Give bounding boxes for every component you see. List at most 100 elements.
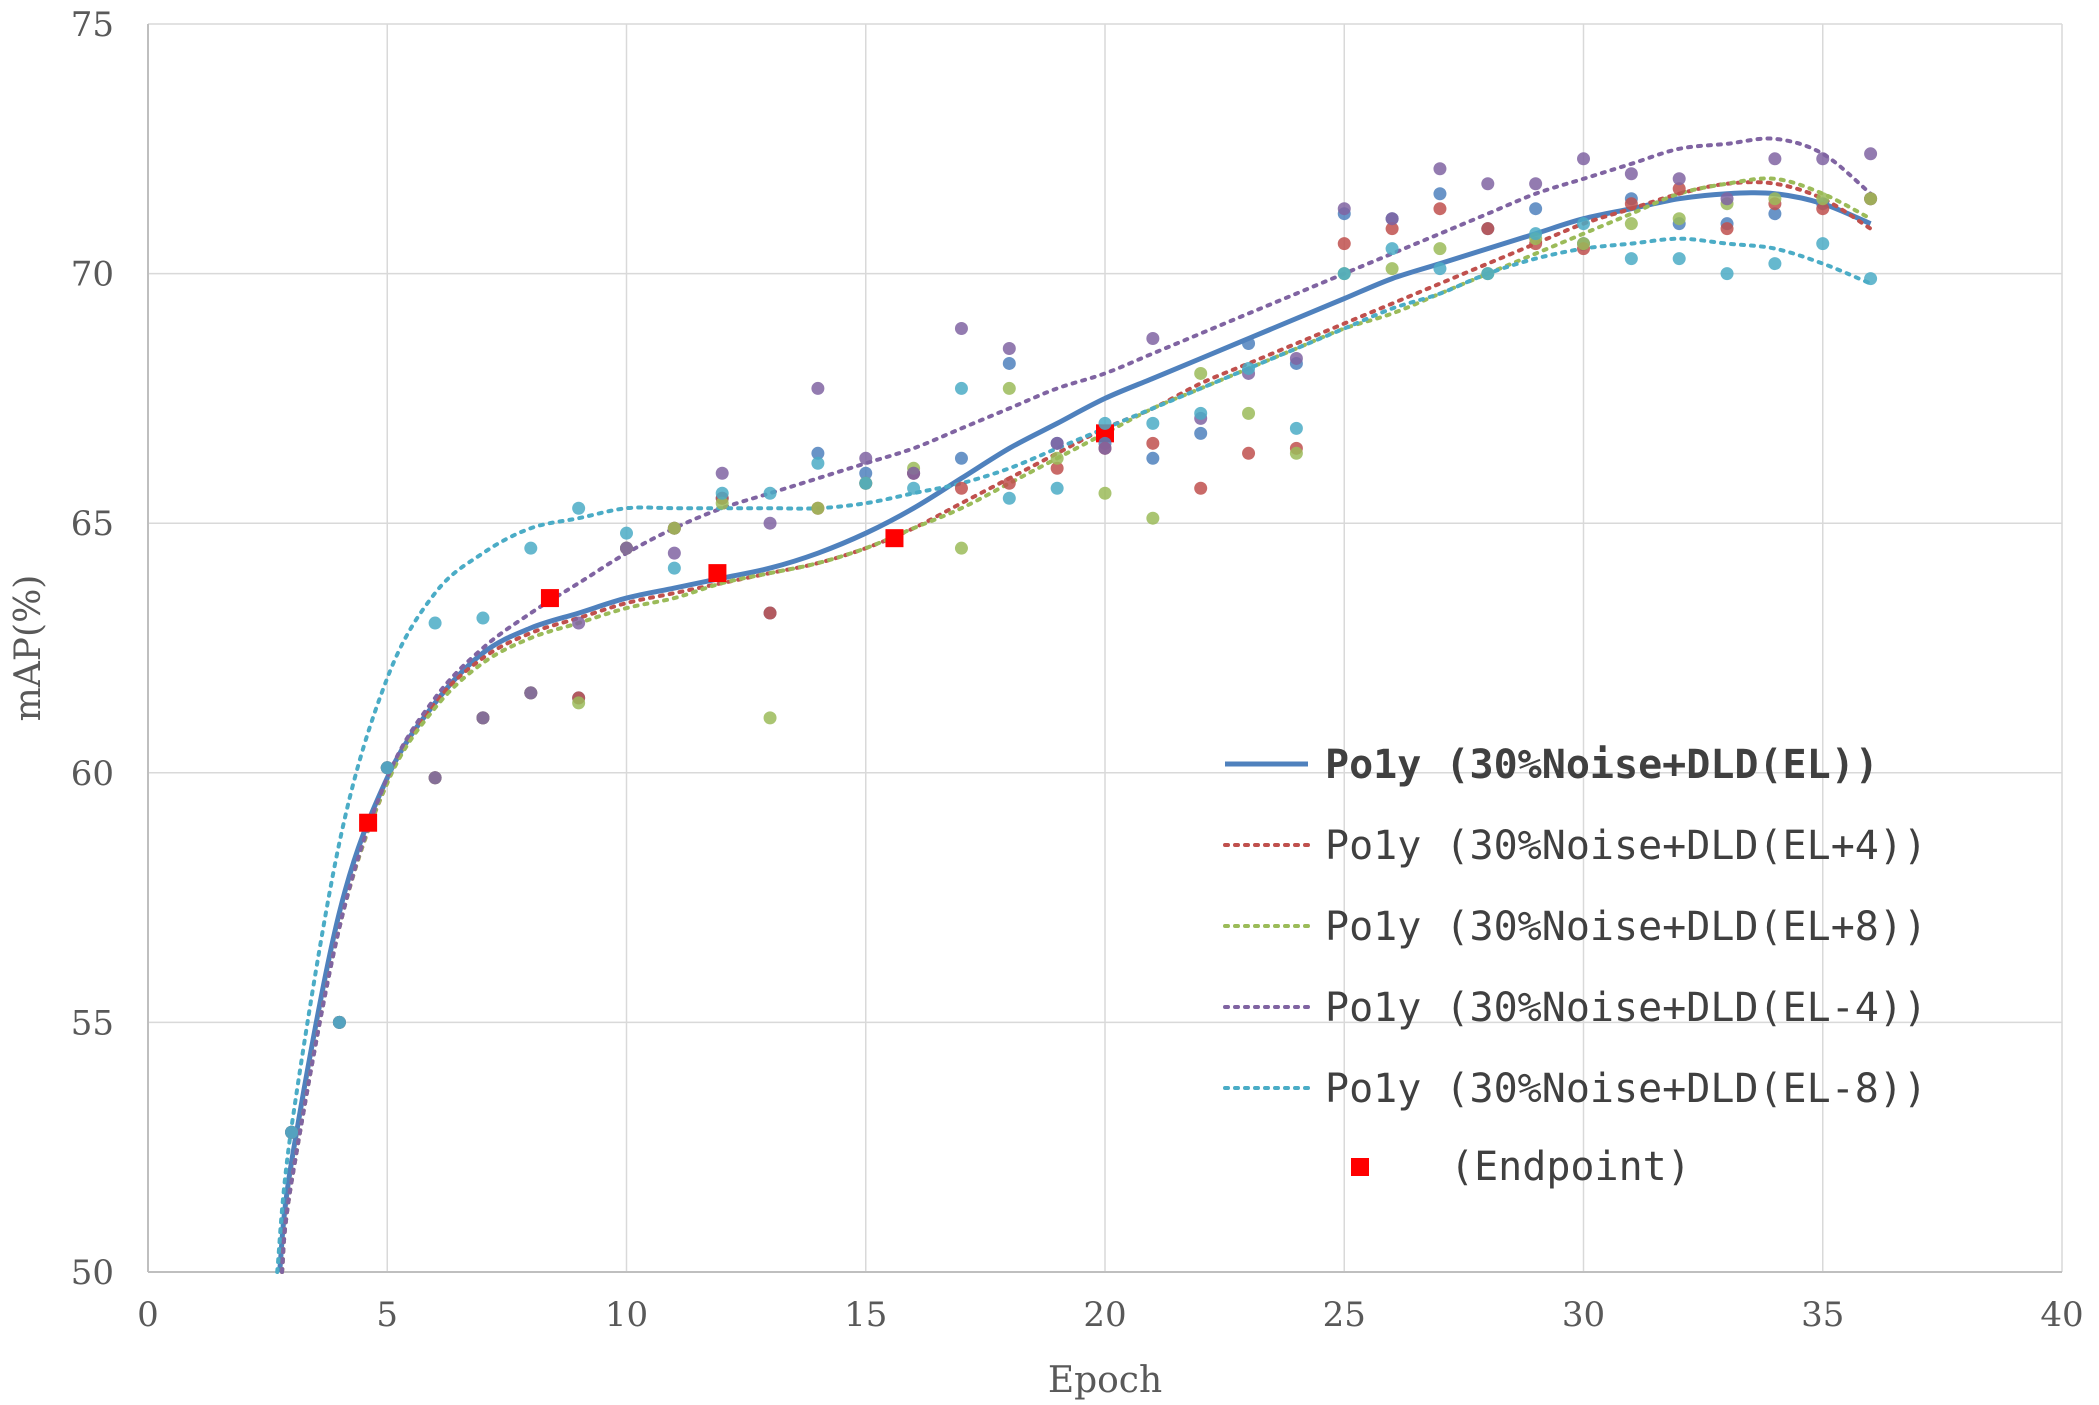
x-tick-label: 25 bbox=[1323, 1295, 1366, 1335]
point-po1y-30-noise-dld-el-8 bbox=[1433, 262, 1447, 276]
point-po1y-30-noise-dld-el-8 bbox=[1529, 227, 1543, 241]
point-po1y-30-noise-dld-el-8 bbox=[1481, 267, 1495, 281]
point-po1y-30-noise-dld-el-4 bbox=[1002, 476, 1016, 490]
point-po1y-30-noise-dld-el-8 bbox=[1146, 511, 1160, 525]
point-po1y-30-noise-dld-el-4 bbox=[620, 541, 633, 555]
legend-label-po1y-30-noise-dld-el: Po1y (30%Noise+DLD(EL)) bbox=[1325, 742, 1879, 788]
point-po1y-30-noise-dld-el bbox=[811, 446, 825, 460]
legend-label-po1y-30-noise-dld-el-4: Po1y (30%Noise+DLD(EL+4)) bbox=[1325, 823, 1927, 869]
endpoint-marker bbox=[1096, 424, 1114, 443]
point-po1y-30-noise-dld-el-8 bbox=[763, 711, 777, 725]
point-po1y-30-noise-dld-el bbox=[1529, 202, 1543, 216]
point-po1y-30-noise-dld-el-4 bbox=[1720, 222, 1734, 236]
point-po1y-30-noise-dld-el-8 bbox=[1577, 217, 1590, 231]
point-po1y-30-noise-dld-el-4 bbox=[1002, 341, 1016, 355]
x-tick-label: 35 bbox=[1801, 1295, 1844, 1335]
point-po1y-30-noise-dld-el bbox=[1242, 336, 1256, 350]
point-po1y-30-noise-dld-el-4 bbox=[1146, 331, 1160, 345]
point-po1y-30-noise-dld-el-8 bbox=[1242, 406, 1256, 420]
legend-label-endpoint: (Endpoint) bbox=[1450, 1144, 1691, 1190]
trend-line-po1y-30-noise-dld-el-4 bbox=[280, 136, 1873, 1274]
point-po1y-30-noise-dld-el-8 bbox=[380, 761, 394, 775]
point-po1y-30-noise-dld-el-8 bbox=[1720, 267, 1734, 281]
point-po1y-30-noise-dld-el-4 bbox=[1337, 202, 1351, 216]
point-po1y-30-noise-dld-el-4 bbox=[1768, 152, 1782, 166]
x-tick-label: 40 bbox=[2040, 1295, 2083, 1335]
point-po1y-30-noise-dld-el-8 bbox=[1098, 416, 1112, 430]
point-po1y-30-noise-dld-el-8 bbox=[1146, 416, 1160, 430]
point-po1y-30-noise-dld-el-8 bbox=[1050, 481, 1064, 495]
endpoint-marker bbox=[885, 529, 904, 548]
point-po1y-30-noise-dld-el-8 bbox=[1672, 252, 1686, 266]
y-tick-label: 65 bbox=[71, 504, 114, 544]
y-tick-label: 60 bbox=[71, 754, 114, 794]
point-po1y-30-noise-dld-el bbox=[1146, 451, 1160, 465]
grid bbox=[147, 23, 2063, 1273]
point-po1y-30-noise-dld-el-4 bbox=[763, 606, 777, 620]
point-po1y-30-noise-dld-el-4 bbox=[1050, 461, 1064, 475]
point-po1y-30-noise-dld-el-4 bbox=[1481, 222, 1495, 236]
point-po1y-30-noise-dld-el-4 bbox=[1337, 237, 1351, 251]
point-po1y-30-noise-dld-el-4 bbox=[1433, 202, 1447, 216]
point-po1y-30-noise-dld-el-8 bbox=[476, 611, 490, 625]
x-tick-label: 0 bbox=[137, 1295, 159, 1335]
axes: Epoch mAP(%) 0 5 10 15 20 25 30 35 40 50 55 60 65 70 7… bbox=[8, 5, 2084, 1401]
point-po1y-30-noise-dld-el-4 bbox=[1194, 481, 1208, 495]
point-po1y-30-noise-dld-el-4 bbox=[1577, 152, 1590, 166]
point-po1y-30-noise-dld-el-4 bbox=[667, 546, 681, 560]
trend-line-po1y-30-noise-dld-el-8 bbox=[280, 176, 1873, 1274]
point-po1y-30-noise-dld-el-4 bbox=[763, 516, 777, 530]
point-po1y-30-noise-dld-el-4 bbox=[1672, 172, 1686, 186]
y-axis-title: mAP(%) bbox=[8, 575, 49, 722]
point-po1y-30-noise-dld-el-4 bbox=[1816, 202, 1830, 216]
x-axis-title: Epoch bbox=[1048, 1360, 1162, 1401]
point-po1y-30-noise-dld-el-8 bbox=[620, 526, 633, 540]
point-po1y-30-noise-dld-el-8 bbox=[763, 486, 777, 500]
legend: Po1y (30%Noise+DLD(EL)) Po1y (30%Noise+DL… bbox=[1223, 742, 1927, 1190]
point-po1y-30-noise-dld-el-4 bbox=[715, 466, 729, 480]
point-po1y-30-noise-dld-el-8 bbox=[1194, 366, 1208, 380]
point-po1y-30-noise-dld-el-8 bbox=[667, 521, 681, 535]
point-po1y-30-noise-dld-el-8 bbox=[811, 501, 825, 515]
x-tick-label: 5 bbox=[376, 1295, 398, 1335]
point-po1y-30-noise-dld-el bbox=[1433, 187, 1447, 201]
x-tick-label: 20 bbox=[1083, 1295, 1126, 1335]
point-po1y-30-noise-dld-el bbox=[954, 451, 968, 465]
point-po1y-30-noise-dld-el-4 bbox=[907, 466, 921, 480]
point-po1y-30-noise-dld-el-4 bbox=[1242, 446, 1256, 460]
point-po1y-30-noise-dld-el-4 bbox=[524, 686, 538, 700]
point-po1y-30-noise-dld-el-4 bbox=[1433, 162, 1447, 176]
point-po1y-30-noise-dld-el-4 bbox=[954, 322, 968, 336]
x-tick-label: 30 bbox=[1562, 1295, 1605, 1335]
x-tick-label: 10 bbox=[605, 1295, 648, 1335]
point-po1y-30-noise-dld-el-8 bbox=[1768, 192, 1782, 206]
point-po1y-30-noise-dld-el-8 bbox=[715, 486, 729, 500]
point-po1y-30-noise-dld-el-4 bbox=[476, 711, 490, 725]
point-po1y-30-noise-dld-el-8 bbox=[1194, 406, 1208, 420]
point-po1y-30-noise-dld-el-4 bbox=[1146, 436, 1160, 450]
point-po1y-30-noise-dld-el-4 bbox=[1050, 436, 1064, 450]
point-po1y-30-noise-dld-el-4 bbox=[859, 451, 873, 465]
point-po1y-30-noise-dld-el-8 bbox=[572, 501, 586, 515]
y-tick-label: 50 bbox=[71, 1253, 114, 1293]
endpoint-marker bbox=[359, 813, 378, 832]
point-po1y-30-noise-dld-el-4 bbox=[1289, 351, 1303, 365]
point-po1y-30-noise-dld-el-8 bbox=[1672, 212, 1686, 226]
point-po1y-30-noise-dld-el-4 bbox=[1720, 192, 1734, 206]
point-po1y-30-noise-dld-el-8 bbox=[859, 476, 873, 490]
point-po1y-30-noise-dld-el-8 bbox=[1289, 446, 1303, 460]
point-po1y-30-noise-dld-el-8 bbox=[1624, 217, 1638, 231]
legend-label-po1y-30-noise-dld-el-8: Po1y (30%Noise+DLD(EL-8)) bbox=[1325, 1066, 1927, 1112]
point-po1y-30-noise-dld-el-8 bbox=[1289, 421, 1303, 435]
data-points bbox=[285, 147, 1878, 1139]
legend-label-po1y-30-noise-dld-el-8: Po1y (30%Noise+DLD(EL+8)) bbox=[1325, 904, 1927, 950]
point-po1y-30-noise-dld-el-8 bbox=[1385, 262, 1399, 276]
point-po1y-30-noise-dld-el-8 bbox=[1002, 491, 1016, 505]
point-po1y-30-noise-dld-el-8 bbox=[1864, 272, 1878, 286]
point-po1y-30-noise-dld-el-8 bbox=[1098, 486, 1112, 500]
point-po1y-30-noise-dld-el-4 bbox=[572, 616, 586, 630]
point-po1y-30-noise-dld-el-4 bbox=[1098, 441, 1112, 455]
point-po1y-30-noise-dld-el bbox=[1768, 207, 1782, 221]
point-po1y-30-noise-dld-el-4 bbox=[954, 481, 968, 495]
